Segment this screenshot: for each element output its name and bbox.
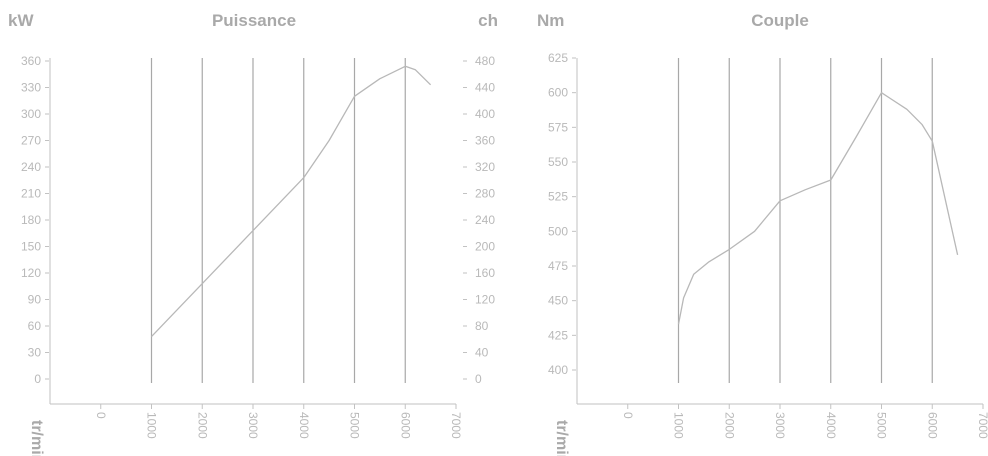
torque-chart: 0 1000 2000 3000 4000 5000 6000 7000 400 425 450 47… (548, 51, 988, 439)
y-tick-label: 450 (548, 294, 568, 308)
y-tick-label: 120 (21, 266, 41, 280)
series-line (151, 65, 432, 338)
y-tick-label: 30 (28, 346, 42, 360)
right-x-unit: tr/min (553, 420, 570, 456)
y-tick-label: 300 (21, 107, 41, 121)
y-tick-label: 240 (21, 160, 41, 174)
y-right-tick-label: 80 (475, 319, 489, 333)
x-tick-label: 0 (621, 412, 635, 419)
y-tick-label: 0 (34, 372, 41, 386)
x-tick-label: 5000 (875, 412, 889, 439)
y-tick-label: 180 (21, 213, 41, 227)
right-y-unit: Nm (537, 11, 564, 30)
x-tick-label: 6000 (398, 412, 412, 439)
x-tick-label: 5000 (348, 412, 362, 439)
x-tick-label: 4000 (824, 412, 838, 439)
y-right-tick-label: 480 (475, 54, 495, 68)
x-tick-label: 2000 (722, 412, 736, 439)
y-tick-label: 90 (28, 293, 42, 307)
y-tick-label: 475 (548, 259, 568, 273)
y-tick-label: 150 (21, 240, 41, 254)
x-tick-label: 0 (94, 412, 108, 419)
y-tick-label: 600 (548, 86, 568, 100)
x-tick-label: 2000 (195, 412, 209, 439)
y-right-tick-label: 400 (475, 107, 495, 121)
y-right-tick-label: 0 (475, 372, 482, 386)
y-tick-label: 210 (21, 187, 41, 201)
left-chart-title: Puissance (212, 11, 296, 30)
y-right-tick-label: 440 (475, 81, 495, 95)
y-tick-label: 625 (548, 51, 568, 65)
x-tick-label: 3000 (246, 412, 260, 439)
y-tick-label: 400 (548, 363, 568, 377)
left-y-right-unit: ch (478, 11, 498, 30)
y-right-tick-label: 40 (475, 346, 489, 360)
y-right-tick-label: 360 (475, 134, 495, 148)
y-tick-label: 270 (21, 134, 41, 148)
y-right-tick-label: 120 (475, 293, 495, 307)
y-tick-label: 330 (21, 81, 41, 95)
y-right-tick-label: 240 (475, 213, 495, 227)
power-chart: 0 1000 2000 3000 4000 5000 6000 700003060901201… (21, 54, 495, 439)
right-chart-title: Couple (751, 11, 809, 30)
y-tick-label: 360 (21, 54, 41, 68)
x-tick-label: 3000 (773, 412, 787, 439)
x-tick-label: 4000 (297, 412, 311, 439)
y-right-tick-label: 160 (475, 266, 495, 280)
y-tick-label: 500 (548, 224, 568, 238)
x-tick-label: 1000 (145, 412, 159, 439)
y-right-tick-label: 320 (475, 160, 495, 174)
y-tick-label: 525 (548, 190, 568, 204)
series-line (677, 92, 959, 325)
y-tick-label: 575 (548, 120, 568, 134)
left-x-unit: tr/min (28, 420, 45, 456)
y-tick-label: 550 (548, 155, 568, 169)
y-tick-label: 425 (548, 328, 568, 342)
x-tick-label: 1000 (672, 412, 686, 439)
y-right-tick-label: 280 (475, 187, 495, 201)
y-tick-label: 60 (28, 319, 42, 333)
x-tick-label: 6000 (925, 412, 939, 439)
x-tick-label: 7000 (976, 412, 988, 439)
left-y-unit: kW (8, 11, 34, 30)
x-tick-label: 7000 (449, 412, 463, 439)
y-right-tick-label: 200 (475, 240, 495, 254)
